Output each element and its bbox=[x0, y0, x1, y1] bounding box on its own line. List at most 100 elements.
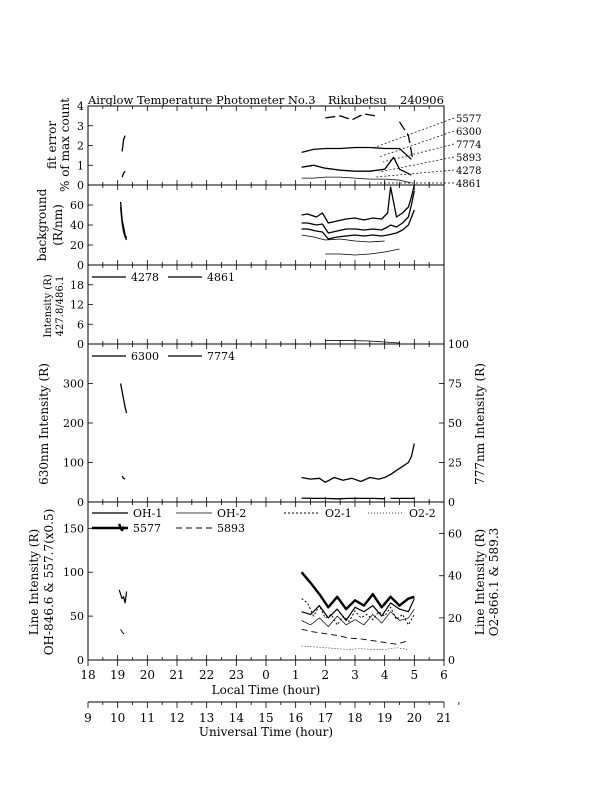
axis-ticks: 18 19 20 21 22 23 0 1 2 3 4 5 69 10 11 12 13 14 15 16 17 18 19… bbox=[63, 100, 469, 725]
y-tick-label: 3 bbox=[77, 120, 84, 133]
series-6300 bbox=[119, 383, 128, 414]
series-7774 bbox=[301, 209, 415, 240]
y-tick-label: 300 bbox=[63, 378, 84, 391]
y-tick-label: 20 bbox=[70, 239, 84, 252]
y-tick-label: 2 bbox=[77, 140, 84, 153]
chart-title: Airglow Temperature Photometer No.3 bbox=[87, 93, 316, 107]
series-5577 bbox=[325, 113, 376, 121]
line-ylabel-right-1: Line Intensity (R) bbox=[473, 529, 487, 635]
callout-line bbox=[375, 169, 455, 178]
local-tick-label: 19 bbox=[110, 668, 125, 682]
local-tick-label: 5 bbox=[411, 668, 419, 682]
line-ylabel-left-2: OH-846.6 & 557.7(x0.5) bbox=[42, 509, 56, 656]
local-tick-label: 1 bbox=[292, 668, 300, 682]
series-7774 bbox=[121, 170, 126, 178]
y-tick-label: 100 bbox=[63, 566, 84, 579]
local-tick-label: 4 bbox=[381, 668, 389, 682]
series-7774 bbox=[119, 206, 128, 241]
y-tick-label: 0 bbox=[77, 654, 84, 667]
legend-label-6300: 6300 bbox=[131, 350, 159, 363]
y-tick-label: 150 bbox=[63, 522, 84, 535]
ut-tick-label: 9 bbox=[84, 711, 92, 725]
callout-line bbox=[372, 117, 455, 149]
y-tick-label: 6 bbox=[77, 318, 84, 331]
ut-time-label: Universal Time (hour) bbox=[199, 725, 333, 739]
series-6300 bbox=[121, 475, 126, 480]
series-4278 bbox=[325, 339, 400, 344]
fit-ylabel-1: fit error bbox=[45, 121, 59, 169]
ut-tick-label: 20 bbox=[407, 711, 422, 725]
series-5893 bbox=[301, 234, 385, 243]
y-tick-label: 0 bbox=[77, 179, 84, 192]
date-label: 240906 bbox=[400, 93, 444, 107]
callout-5577: 5577 bbox=[456, 114, 481, 125]
y-tick-label-right: 75 bbox=[448, 378, 462, 391]
series-5893 bbox=[301, 176, 412, 184]
ut-tick-label: 18 bbox=[347, 711, 362, 725]
series-5577 bbox=[300, 571, 415, 611]
callout-5893: 5893 bbox=[456, 153, 481, 164]
callout-line bbox=[378, 156, 455, 173]
red-ylabel-right: 777nm Intensity (R) bbox=[473, 363, 487, 485]
series-o2-1 bbox=[301, 598, 415, 626]
ut-tick-label: 21 bbox=[436, 711, 451, 725]
y-tick-label: 0 bbox=[77, 259, 84, 272]
series-5893 bbox=[120, 629, 126, 635]
local-tick-label: 21 bbox=[169, 668, 184, 682]
y-tick-label: 0 bbox=[77, 338, 84, 351]
y-tick-label-right: 0 bbox=[448, 496, 455, 509]
y-tick-label: 50 bbox=[70, 610, 84, 623]
bg-ylabel-1: background bbox=[35, 188, 49, 261]
local-tick-label: 23 bbox=[229, 668, 244, 682]
y-tick-label: 1 bbox=[77, 159, 84, 172]
local-tick-label: 18 bbox=[80, 668, 95, 682]
callout-6300: 6300 bbox=[456, 127, 481, 138]
series-7774 bbox=[301, 497, 385, 500]
y-tick-label-right: 20 bbox=[448, 612, 462, 625]
callout-line bbox=[378, 130, 455, 158]
y-tick-label: 40 bbox=[70, 219, 84, 232]
ratio-ylabel-1: Intensity (R) bbox=[43, 274, 54, 337]
series-6300 bbox=[301, 190, 415, 234]
series-5893 bbox=[301, 628, 409, 645]
data-marks bbox=[118, 113, 415, 650]
legend-label-oh-2: OH-2 bbox=[217, 507, 246, 520]
y-tick-label: 18 bbox=[70, 279, 84, 292]
y-tick-label-right: 40 bbox=[448, 570, 462, 583]
series-6300 bbox=[121, 135, 126, 152]
legend-label-oh-1: OH-1 bbox=[133, 507, 162, 520]
ut-tick-label: 11 bbox=[140, 711, 155, 725]
y-tick-label: 12 bbox=[70, 299, 84, 312]
series-5577 bbox=[301, 184, 415, 224]
legend-label-7774: 7774 bbox=[207, 350, 235, 363]
ut-tick-label: 16 bbox=[288, 711, 303, 725]
line-ylabel-left-1: Line Intensity (R) bbox=[27, 529, 41, 635]
ratio-ylabel-2: 427.8/486.1 bbox=[55, 276, 66, 337]
ut-tick-label: 10 bbox=[110, 711, 125, 725]
red-line-panel bbox=[87, 343, 445, 503]
y-tick-label: 0 bbox=[77, 496, 84, 509]
legend-label-4278: 4278 bbox=[131, 271, 159, 284]
local-tick-label: 6 bbox=[440, 668, 448, 682]
series-7774 bbox=[301, 156, 412, 176]
y-tick-label-right: 100 bbox=[448, 338, 469, 351]
callout-4278: 4278 bbox=[456, 166, 481, 177]
bg-ylabel-2: (R/nm) bbox=[51, 204, 65, 246]
legend-label-o2-1: O2-1 bbox=[325, 507, 352, 520]
ut-tick-label: 19 bbox=[377, 711, 392, 725]
legend-label-o2-2: O2-2 bbox=[409, 507, 436, 520]
y-tick-label-right: 50 bbox=[448, 417, 462, 430]
local-tick-label: 20 bbox=[140, 668, 155, 682]
legend-label-5577: 5577 bbox=[133, 522, 161, 535]
series-o2-2 bbox=[301, 645, 409, 650]
series-5577 bbox=[398, 121, 414, 160]
series-5577 bbox=[118, 523, 125, 532]
series-4861 bbox=[325, 248, 400, 256]
series-oh-1 bbox=[118, 589, 128, 604]
ut-tick-label: 14 bbox=[229, 711, 245, 725]
series-6300 bbox=[301, 443, 415, 483]
local-tick-label: 0 bbox=[262, 668, 270, 682]
fit-ylabel-2: % of max count bbox=[58, 98, 72, 192]
callout-line bbox=[382, 143, 455, 163]
callout-7774: 7774 bbox=[456, 140, 481, 151]
